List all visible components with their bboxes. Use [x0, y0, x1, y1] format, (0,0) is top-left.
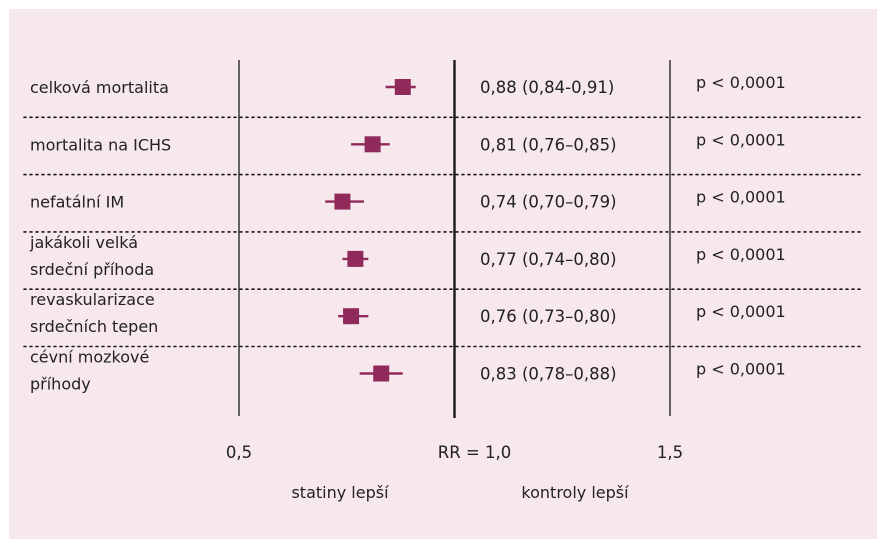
p-value-label: p < 0,0001: [696, 360, 786, 379]
estimate-label: 0,74 (0,70–0,79): [480, 193, 617, 212]
direction-label-right: kontroly lepší: [521, 483, 629, 502]
row-label: cévní mozkové: [30, 348, 149, 367]
chart-panel: [9, 9, 877, 539]
point-marker: [343, 308, 360, 325]
tick-label: RR = 1,0: [438, 443, 512, 462]
row-label: celková mortalita: [30, 78, 169, 97]
point-marker: [334, 193, 351, 210]
p-value-label: p < 0,0001: [696, 73, 786, 92]
point-marker: [394, 79, 411, 95]
p-value-label: p < 0,0001: [696, 245, 786, 264]
row-label: revaskularizace: [30, 290, 155, 309]
p-value-label: p < 0,0001: [696, 188, 786, 207]
point-marker: [364, 136, 381, 153]
estimate-label: 0,88 (0,84-0,91): [480, 78, 614, 97]
row-label: srdečních tepen: [30, 317, 158, 336]
row-label: srdeční příhoda: [30, 260, 154, 279]
point-marker: [373, 365, 390, 382]
point-marker: [347, 250, 364, 267]
estimate-label: 0,81 (0,76–0,85): [480, 135, 617, 154]
tick-label: 0,5: [226, 443, 252, 462]
row-label: nefatální IM: [30, 193, 124, 212]
row-label: příhody: [30, 375, 91, 394]
tick-label: 1,5: [657, 443, 683, 462]
estimate-label: 0,83 (0,78–0,88): [480, 365, 617, 384]
row-label: mortalita na ICHS: [30, 135, 171, 154]
row-label: jakákoli velká: [29, 233, 138, 252]
direction-label-left: statiny lepší: [291, 483, 389, 502]
estimate-label: 0,77 (0,74–0,80): [480, 250, 617, 269]
p-value-label: p < 0,0001: [696, 130, 786, 149]
p-value-label: p < 0,0001: [696, 302, 786, 321]
estimate-label: 0,76 (0,73–0,80): [480, 307, 617, 326]
